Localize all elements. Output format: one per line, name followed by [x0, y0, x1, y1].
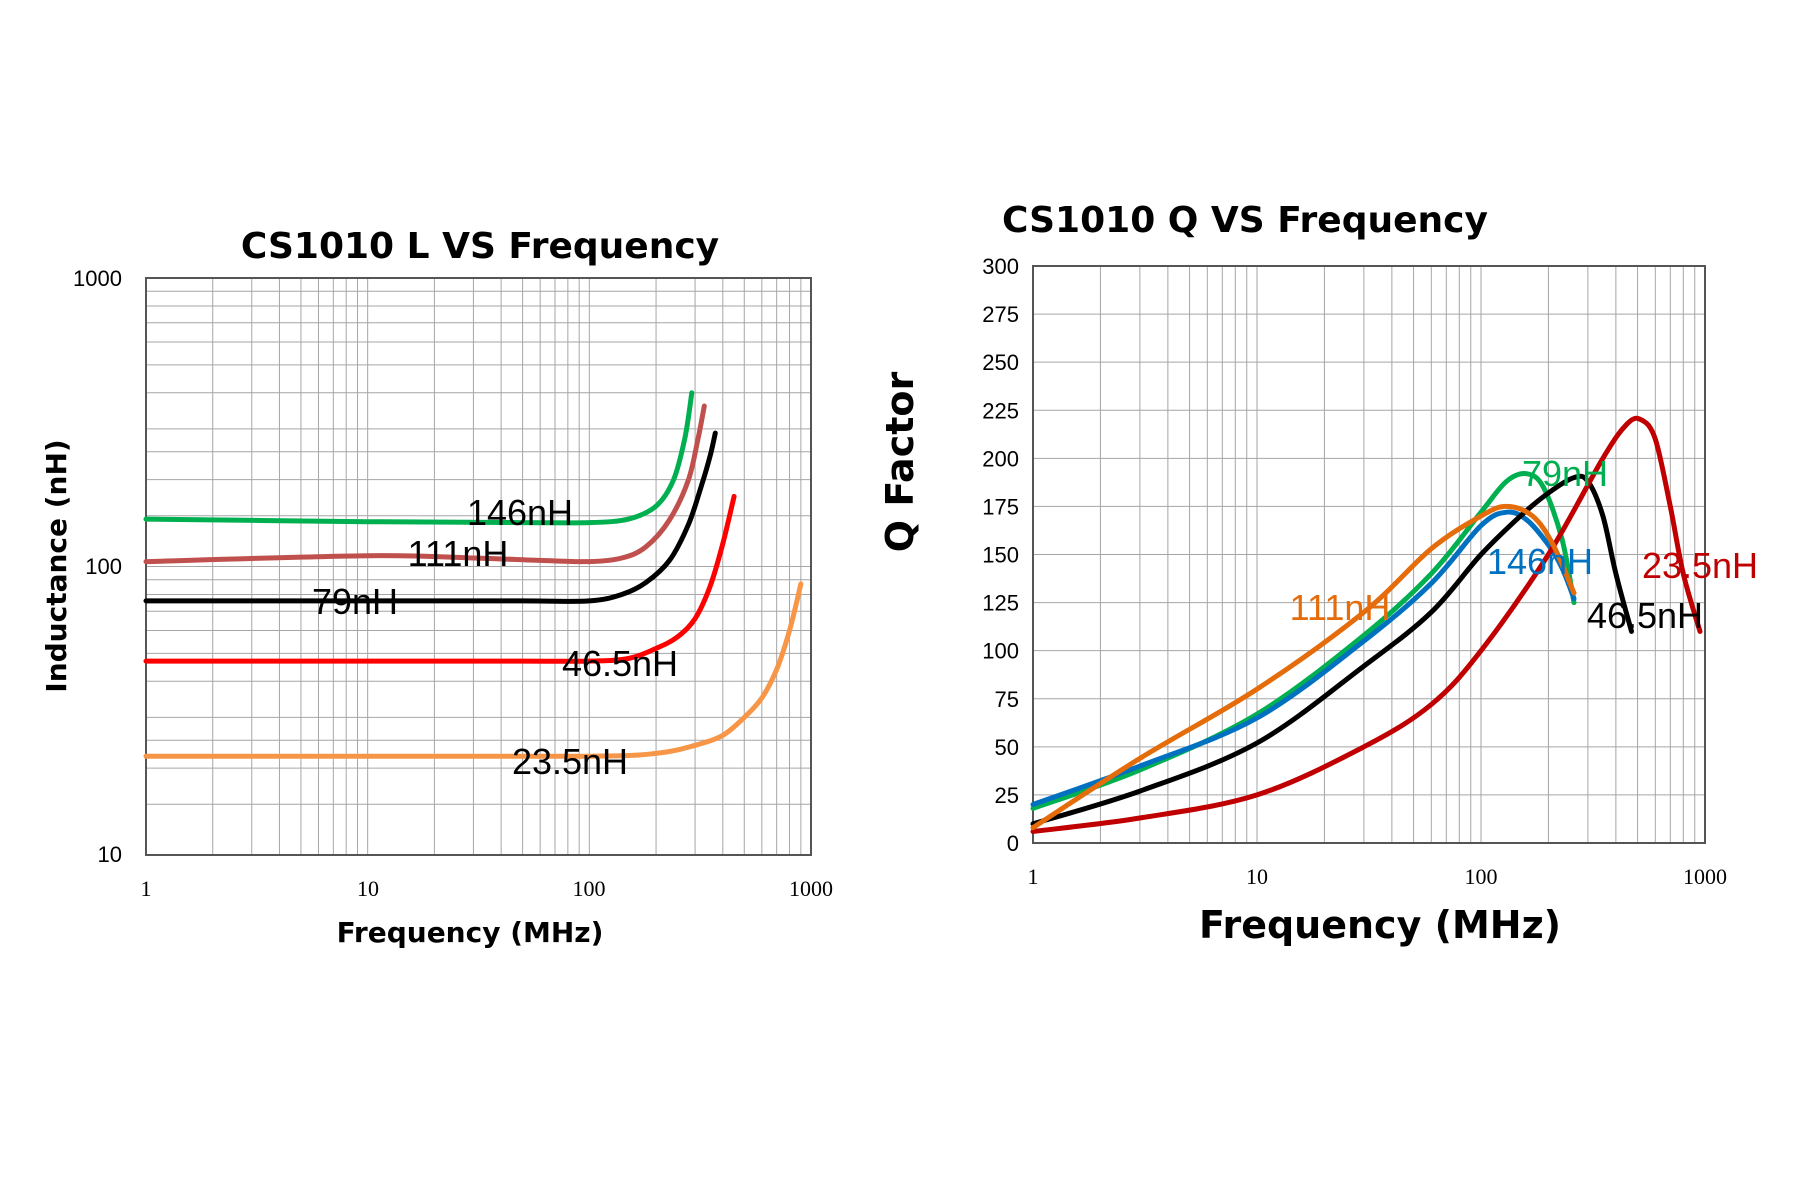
y-tick-label: 225 — [982, 398, 1019, 423]
y-tick-label: 100 — [982, 639, 1019, 664]
y-tick-label: 125 — [982, 591, 1019, 616]
x-axis-title: Frequency (MHz) — [1199, 903, 1561, 947]
series-label-79nH: 79nH — [312, 581, 398, 622]
chart-title: CS1010 L VS Frequency — [241, 226, 719, 267]
y-axis-title: Inductance (nH) — [40, 439, 73, 692]
x-tick-label: 100 — [573, 876, 606, 901]
x-tick-label: 10 — [1246, 864, 1268, 889]
x-tick-label: 1000 — [789, 876, 833, 901]
series-lines — [1030, 415, 1703, 834]
x-tick-labels: 1 10 100 1000 — [141, 876, 834, 901]
y-tick-label: 300 — [982, 254, 1019, 279]
plot-frame — [1032, 265, 1706, 844]
y-tick-labels: 0 25 50 75 100 125 150 175 200 225 250 275 300 — [982, 254, 1019, 856]
series-line-23.5nH — [143, 581, 804, 759]
series-label-46.5nH: 46.5nH — [1587, 595, 1703, 636]
series-label-79nH: 79nH — [1522, 453, 1608, 494]
x-tick-label: 1 — [1028, 864, 1039, 889]
y-tick-label: 150 — [982, 543, 1019, 568]
x-tick-label: 10 — [357, 876, 379, 901]
y-tick-label: 50 — [995, 735, 1019, 760]
y-tick-label: 200 — [982, 446, 1019, 471]
series-line-23.5nH — [1030, 415, 1703, 834]
series-labels: 146nH 111nH 79nH 46.5nH 23.5nH — [312, 492, 678, 782]
grid — [146, 278, 811, 855]
series-label-46.5nH: 46.5nH — [562, 643, 678, 684]
y-tick-label: 175 — [982, 494, 1019, 519]
series-line-146nH — [1030, 509, 1577, 807]
x-tick-label: 1000 — [1683, 864, 1727, 889]
series-line-46.5nH — [143, 493, 737, 664]
series-line-111nH — [143, 403, 707, 565]
y-tick-label: 1000 — [73, 266, 122, 291]
plot-frame — [145, 277, 812, 856]
series-labels: 79nH 146nH 46.5nH 23.5nH 111nH — [1290, 453, 1758, 636]
series-line-79nH — [1030, 471, 1577, 811]
y-tick-labels: 1000 100 10 — [73, 266, 122, 867]
chart-title: CS1010 Q VS Frequency — [1002, 200, 1488, 241]
q-factor-chart: CS1010 Q VS Frequency 025507510012515017… — [878, 200, 1758, 947]
series-line-111nH — [1030, 503, 1577, 831]
series-line-79nH — [143, 430, 718, 604]
x-tick-labels: 1 10 100 1000 — [1028, 864, 1728, 889]
series-lines — [143, 390, 804, 759]
y-tick-label: 275 — [982, 302, 1019, 327]
y-tick-label: 25 — [995, 783, 1019, 808]
y-axis-title: Q Factor — [878, 372, 922, 553]
grid — [1033, 266, 1705, 843]
series-label-111nH: 111nH — [1290, 587, 1391, 628]
series-line-146nH — [143, 390, 695, 526]
series-label-23.5nH: 23.5nH — [1642, 545, 1758, 586]
series-line-46.5nH — [1030, 473, 1634, 827]
x-tick-label: 1 — [141, 876, 152, 901]
inductance-chart: CS1010 L VS Frequency 1000 100 10 1 10 1… — [40, 226, 833, 949]
y-tick-label: 10 — [98, 842, 122, 867]
series-label-146nH: 146nH — [467, 492, 573, 533]
y-tick-label: 250 — [982, 350, 1019, 375]
series-label-23.5nH: 23.5nH — [512, 741, 628, 782]
x-tick-label: 100 — [1465, 864, 1498, 889]
y-tick-label: 75 — [995, 687, 1019, 712]
series-label-111nH: 111nH — [408, 533, 509, 574]
y-tick-label: 100 — [85, 554, 122, 579]
y-tick-label: 0 — [1007, 831, 1019, 856]
series-label-146nH: 146nH — [1487, 541, 1593, 582]
x-axis-title: Frequency (MHz) — [337, 916, 604, 949]
